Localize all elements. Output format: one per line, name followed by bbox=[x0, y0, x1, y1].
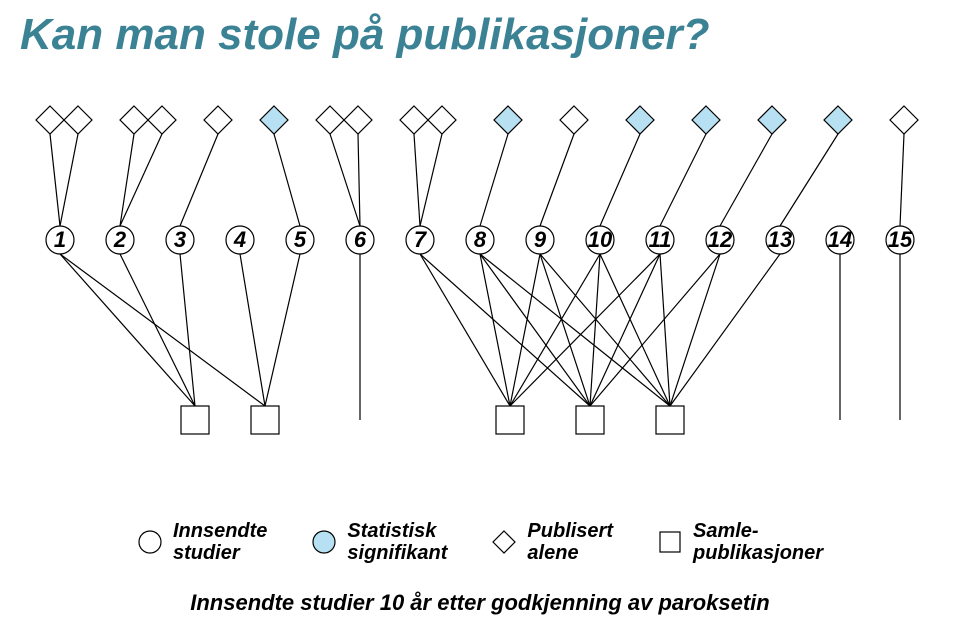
legend-item-publisert: Publisert alene bbox=[491, 520, 613, 564]
legend-item-signifikant: Statistisk signifikant bbox=[311, 520, 447, 564]
legend-label: Innsendte studier bbox=[173, 520, 267, 564]
svg-text:1: 1 bbox=[54, 227, 66, 252]
svg-text:6: 6 bbox=[354, 227, 367, 252]
diamond-icon bbox=[491, 529, 517, 555]
svg-text:5: 5 bbox=[294, 227, 307, 252]
svg-text:8: 8 bbox=[474, 227, 487, 252]
svg-text:12: 12 bbox=[708, 227, 733, 252]
slide-title: Kan man stole på publikasjoner? bbox=[20, 10, 709, 60]
legend-label: Publisert alene bbox=[527, 520, 613, 564]
legend-item-innsendte: Innsendte studier bbox=[137, 520, 267, 564]
legend: Innsendte studier Statistisk signifikant… bbox=[0, 520, 960, 564]
legend-label: Samle- publikasjoner bbox=[693, 520, 823, 564]
network-diagram: 123456789101112131415 bbox=[0, 90, 960, 510]
svg-text:4: 4 bbox=[233, 227, 246, 252]
legend-label: Statistisk signifikant bbox=[347, 520, 447, 564]
svg-text:15: 15 bbox=[888, 227, 913, 252]
circle-icon bbox=[137, 529, 163, 555]
svg-text:7: 7 bbox=[414, 227, 428, 252]
square-icon bbox=[657, 529, 683, 555]
svg-text:14: 14 bbox=[828, 227, 852, 252]
svg-text:10: 10 bbox=[588, 227, 613, 252]
svg-text:11: 11 bbox=[649, 227, 672, 252]
svg-text:9: 9 bbox=[534, 227, 547, 252]
caption: Innsendte studier 10 år etter godkjennin… bbox=[0, 590, 960, 616]
circle-icon bbox=[311, 529, 337, 555]
svg-text:2: 2 bbox=[113, 227, 127, 252]
svg-text:13: 13 bbox=[768, 227, 792, 252]
legend-item-samle: Samle- publikasjoner bbox=[657, 520, 823, 564]
svg-text:3: 3 bbox=[174, 227, 186, 252]
